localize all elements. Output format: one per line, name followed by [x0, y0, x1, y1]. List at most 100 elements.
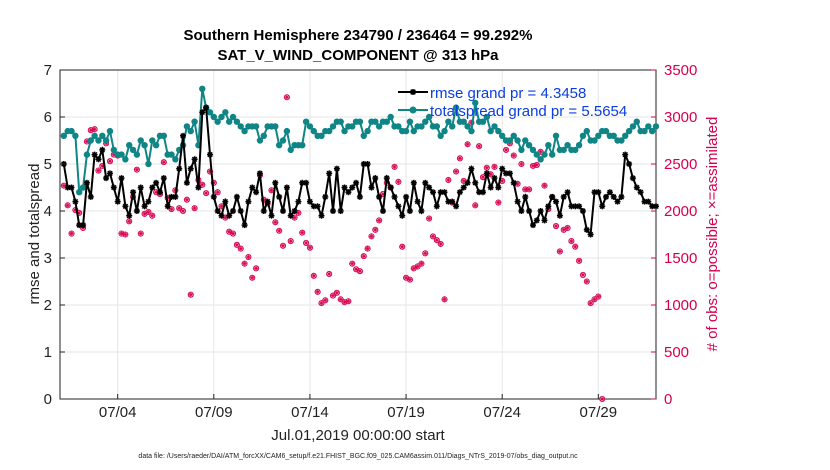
rmse-star-stroke: [634, 184, 640, 191]
rmse-star-stroke: [499, 165, 505, 172]
obs-assimilated-marker: [446, 177, 451, 183]
obs-assimilated-marker: [334, 290, 340, 295]
rmse-point: [403, 193, 410, 200]
obs-asterisk-stroke: [534, 163, 539, 167]
obs-assimilated-marker: [215, 189, 220, 195]
spread-point: [433, 123, 441, 130]
obs-asterisk-stroke: [123, 232, 128, 237]
obs-asterisk-stroke: [381, 192, 385, 196]
obs-possible-marker: [233, 241, 240, 248]
obs-asterisk-stroke: [492, 164, 497, 169]
x-tick-label: 07/09: [195, 404, 233, 421]
obs-possible-marker: [556, 248, 563, 255]
obs-asterisk-stroke: [327, 272, 332, 276]
y-tick-label-left: 0: [44, 391, 52, 408]
rmse-point: [356, 193, 363, 200]
rmse-point: [522, 193, 529, 200]
obs-asterisk-stroke: [442, 297, 447, 302]
obs-assimilated-marker: [296, 210, 301, 216]
rmse-star-stroke: [595, 189, 602, 195]
rmse-point: [107, 170, 113, 177]
spread-point: [387, 113, 394, 121]
rmse-star-stroke: [218, 212, 225, 219]
rmse-point: [426, 184, 433, 191]
obs-assimilated-marker: [476, 143, 482, 149]
obs-asterisk-stroke: [108, 159, 112, 164]
spread-point: [191, 118, 198, 125]
spread-point: [160, 132, 168, 139]
rmse-point: [87, 193, 94, 200]
spread-point: [129, 146, 137, 154]
rmse-star-stroke: [391, 194, 398, 200]
rmse-point: [306, 198, 313, 205]
spread-point: [152, 142, 160, 149]
rmse-star-stroke: [95, 156, 102, 163]
obs-possible-marker: [91, 126, 98, 133]
rmse-star-stroke: [126, 212, 132, 219]
obs-assimilated-marker: [511, 153, 516, 158]
rmse-point: [510, 179, 517, 186]
rmse-star-stroke: [230, 208, 236, 214]
spread-point: [425, 113, 433, 121]
obs-asterisk-stroke: [431, 234, 435, 239]
spread-point: [210, 113, 218, 121]
spread-point: [472, 99, 479, 107]
obs-possible-marker: [122, 231, 129, 238]
rmse-star-stroke: [303, 180, 309, 186]
obs-asterisk-stroke: [334, 290, 339, 295]
obs-possible-marker: [283, 94, 290, 101]
obs-asterisk-stroke: [396, 179, 401, 184]
rmse-star-stroke: [164, 203, 171, 210]
x-tick-label: 07/04: [99, 404, 137, 421]
obs-assimilated-marker: [346, 299, 351, 304]
rmse-star-stroke: [468, 165, 475, 172]
rmse-point: [249, 184, 256, 191]
obs-possible-marker: [333, 289, 340, 296]
y-tick-label-left: 3: [44, 250, 52, 267]
obs-asterisk-stroke: [473, 203, 478, 208]
obs-asterisk-stroke: [392, 164, 397, 169]
rmse-star-stroke: [214, 208, 221, 214]
rmse-star-stroke: [399, 212, 405, 219]
obs-asterisk-stroke: [415, 264, 420, 269]
obs-assimilated-marker: [442, 297, 447, 302]
rmse-point: [199, 109, 206, 116]
spread-point: [214, 118, 221, 125]
spread-point: [383, 118, 391, 125]
obs-possible-marker: [464, 141, 471, 148]
spread-point: [252, 123, 260, 130]
rmse-point: [114, 198, 121, 205]
spread-point: [145, 160, 152, 168]
spread-point: [110, 146, 118, 154]
rmse-point: [268, 212, 275, 219]
obs-assimilated-marker: [338, 297, 343, 302]
obs-assimilated-marker: [219, 204, 224, 209]
spread-point: [218, 113, 225, 121]
spread-point: [579, 132, 587, 139]
rmse-star-stroke: [637, 189, 644, 195]
obs-assimilated-marker: [369, 234, 374, 239]
rmse-point: [218, 212, 225, 219]
obs-asterisk-stroke: [277, 228, 282, 233]
obs-assimilated-marker: [361, 253, 366, 259]
obs-assimilated-marker: [127, 219, 132, 224]
rmse-star-stroke: [411, 180, 417, 186]
y-tick-label-left: 6: [44, 109, 52, 126]
rmse-star-stroke: [180, 133, 186, 139]
spread-point: [364, 127, 371, 135]
obs-possible-marker: [599, 395, 606, 403]
rmse-point: [406, 208, 413, 214]
rmse-star-stroke: [422, 180, 429, 186]
obs-possible-marker: [253, 265, 260, 272]
obs-asterisk-stroke: [588, 301, 593, 306]
obs-assimilated-marker: [426, 216, 432, 221]
obs-possible-marker: [495, 199, 502, 206]
left-axis-ticks: 0 1 2 3 4 5 6 7: [44, 62, 65, 408]
obs-assimilated-marker: [292, 215, 297, 220]
rmse-star-stroke: [88, 194, 94, 200]
obs-assimilated-marker: [230, 231, 236, 236]
obs-possible-marker: [406, 276, 413, 283]
rmse-star-stroke: [645, 198, 652, 205]
spread-point: [187, 127, 194, 135]
obs-possible-marker: [510, 152, 517, 159]
